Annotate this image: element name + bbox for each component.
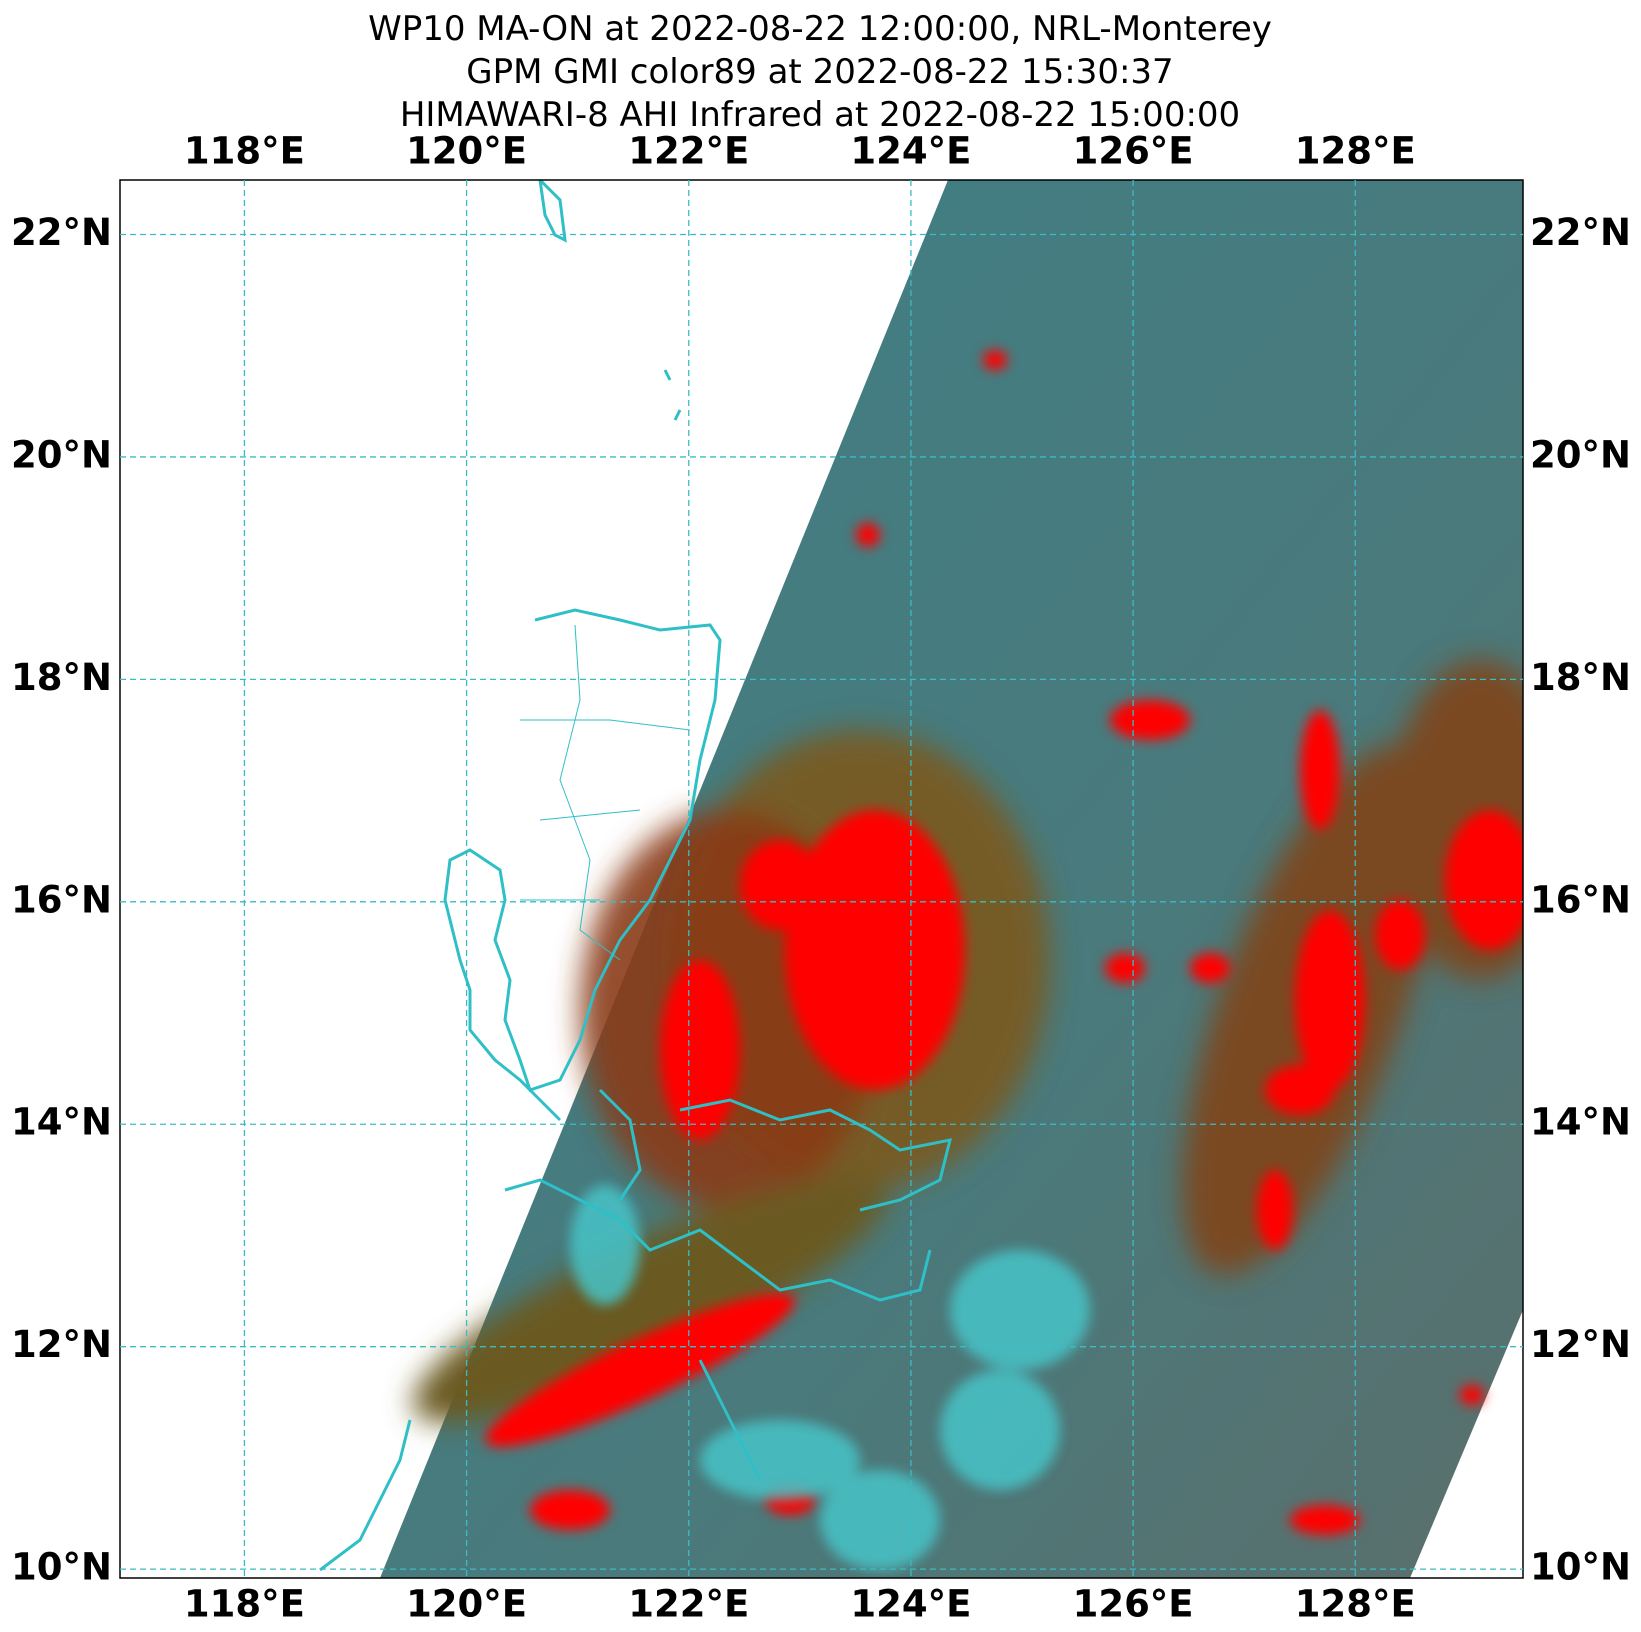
x-tick-label: 128°E [1295,1583,1416,1626]
x-tick-label: 126°E [1073,130,1194,173]
y-tick-label: 12°N [11,1323,112,1366]
title-line: GPM GMI color89 at 2022-08-22 15:30:37 [466,52,1173,92]
coastlines [319,180,953,1572]
clear-land [570,1185,1090,1570]
title-line: WP10 MA-ON at 2022-08-22 12:00:00, NRL-M… [368,9,1272,49]
x-tick-label: 118°E [184,130,305,173]
y-tick-label: 12°N [1530,1323,1631,1366]
title-line: HIMAWARI-8 AHI Infrared at 2022-08-22 15… [400,95,1240,135]
y-tick-label: 20°N [1530,433,1631,476]
borders [520,624,691,961]
y-tick-label: 22°N [1530,211,1631,254]
y-tick-label: 10°N [11,1546,112,1589]
x-tick-label: 128°E [1295,130,1416,173]
x-tick-label: 126°E [1073,1583,1194,1626]
y-tick-label: 16°N [1530,878,1631,921]
x-tick-label: 120°E [406,130,527,173]
convection [412,350,1523,1570]
y-tick-label: 14°N [1530,1101,1631,1144]
map-area [319,180,1523,1578]
y-tick-label: 22°N [11,211,112,254]
y-tick-label: 16°N [11,878,112,921]
y-tick-label: 18°N [1530,656,1631,699]
y-tick-label: 10°N [1530,1546,1631,1589]
x-tick-label: 124°E [850,130,971,173]
y-tick-label: 14°N [11,1101,112,1144]
x-tick-label: 120°E [406,1583,527,1626]
x-tick-label: 118°E [184,1583,305,1626]
x-tick-label: 122°E [628,130,749,173]
plot-frame [119,179,1524,1579]
x-tick-label: 124°E [850,1583,971,1626]
y-tick-label: 18°N [11,656,112,699]
x-tick-label: 122°E [628,1583,749,1626]
y-tick-label: 20°N [11,433,112,476]
